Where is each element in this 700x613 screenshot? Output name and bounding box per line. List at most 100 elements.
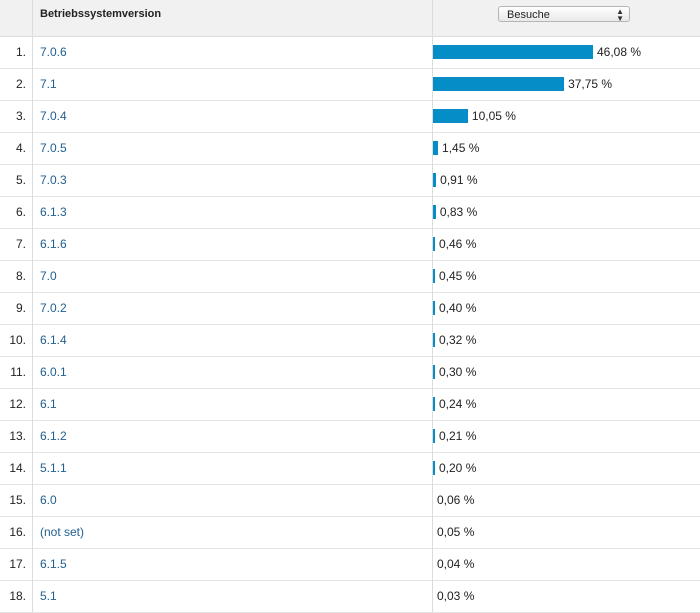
os-version-link[interactable]: 6.1.2	[40, 429, 67, 443]
table-row: 16. (not set) 0,05 %	[0, 517, 700, 549]
os-version-link[interactable]: 7.0.3	[40, 173, 67, 187]
visits-bar	[433, 109, 468, 123]
os-version-link[interactable]: 6.1.5	[40, 557, 67, 571]
bar-cell: 0,32 %	[433, 325, 700, 356]
column-divider	[432, 0, 433, 612]
os-version-link[interactable]: 6.0	[40, 493, 57, 507]
bar-cell: 0,20 %	[433, 453, 700, 484]
visits-bar	[433, 461, 435, 475]
visits-percent: 0,32 %	[439, 333, 477, 347]
table-body: 1. 7.0.6 46,08 % 2. 7.1 37,75 % 3. 7.0.4 10,05 %…	[0, 37, 700, 613]
row-index: 8.	[15, 269, 26, 283]
metric-select[interactable]: Besuche ▲ ▼	[498, 6, 630, 23]
bar-cell: 0,24 %	[433, 389, 700, 420]
visits-percent: 37,75 %	[568, 77, 613, 91]
row-index: 14.	[9, 461, 26, 475]
os-version-link[interactable]: 6.1	[40, 397, 57, 411]
table-row: 13. 6.1.2 0,21 %	[0, 421, 700, 453]
dimension-header: Betriebssystemversion	[40, 8, 162, 20]
row-index: 7.	[15, 237, 26, 251]
bar-cell: 10,05 %	[433, 101, 700, 132]
row-index: 5.	[15, 173, 26, 187]
row-index: 12.	[9, 397, 26, 411]
visits-percent: 0,03 %	[437, 589, 475, 603]
visits-bar	[433, 205, 436, 219]
row-index: 1.	[15, 45, 26, 59]
row-index: 17.	[9, 557, 26, 571]
row-index: 13.	[9, 429, 26, 443]
bar-cell: 46,08 %	[433, 37, 700, 68]
bar-cell: 0,05 %	[433, 517, 700, 548]
table-row: 1. 7.0.6 46,08 %	[0, 37, 700, 69]
bar-cell: 0,40 %	[433, 293, 700, 324]
table-row: 14. 5.1.1 0,20 %	[0, 453, 700, 485]
visits-percent: 0,05 %	[437, 525, 475, 539]
os-version-link[interactable]: 6.1.6	[40, 237, 67, 251]
visits-bar	[433, 301, 435, 315]
bar-cell: 37,75 %	[433, 69, 700, 100]
visits-bar	[433, 429, 435, 443]
bar-cell: 0,83 %	[433, 197, 700, 228]
visits-percent: 10,05 %	[471, 109, 516, 123]
os-version-link[interactable]: 7.0.4	[40, 109, 67, 123]
os-version-link[interactable]: 7.1	[40, 77, 57, 91]
visits-percent: 0,40 %	[439, 301, 477, 315]
table-row: 10. 6.1.4 0,32 %	[0, 325, 700, 357]
table-header: Betriebssystemversion Besuche ▲ ▼	[0, 0, 700, 37]
table-row: 18. 5.1 0,03 %	[0, 581, 700, 613]
table-row: 6. 6.1.3 0,83 %	[0, 197, 700, 229]
row-index: 4.	[15, 141, 26, 155]
visits-percent: 0,21 %	[439, 429, 477, 443]
table-row: 9. 7.0.2 0,40 %	[0, 293, 700, 325]
row-index: 2.	[15, 77, 26, 91]
os-version-link[interactable]: 7.0.6	[40, 45, 67, 59]
bar-cell: 0,21 %	[433, 421, 700, 452]
visits-bar	[433, 141, 438, 155]
bar-cell: 0,91 %	[433, 165, 700, 196]
os-version-link[interactable]: 5.1	[40, 589, 57, 603]
row-index: 18.	[9, 589, 26, 603]
visits-bar	[433, 269, 435, 283]
visits-percent: 0,46 %	[439, 237, 477, 251]
bar-cell: 0,30 %	[433, 357, 700, 388]
visits-percent: 0,45 %	[439, 269, 477, 283]
row-index: 3.	[15, 109, 26, 123]
bar-cell: 0,06 %	[433, 485, 700, 516]
table-row: 3. 7.0.4 10,05 %	[0, 101, 700, 133]
table-row: 12. 6.1 0,24 %	[0, 389, 700, 421]
updown-arrows-icon: ▲ ▼	[616, 7, 624, 23]
os-version-link[interactable]: 5.1.1	[40, 461, 67, 475]
table-row: 15. 6.0 0,06 %	[0, 485, 700, 517]
visits-bar	[433, 397, 435, 411]
os-version-link[interactable]: 6.1.3	[40, 205, 67, 219]
table-row: 4. 7.0.5 1,45 %	[0, 133, 700, 165]
row-index: 15.	[9, 493, 26, 507]
os-version-link[interactable]: 7.0.5	[40, 141, 67, 155]
visits-percent: 0,04 %	[437, 557, 475, 571]
visits-bar	[433, 333, 435, 347]
row-index: 9.	[15, 301, 26, 315]
table-row: 17. 6.1.5 0,04 %	[0, 549, 700, 581]
os-version-link[interactable]: (not set)	[40, 525, 85, 539]
visits-bar	[433, 173, 437, 187]
table-row: 5. 7.0.3 0,91 %	[0, 165, 700, 197]
visits-bar	[433, 237, 435, 251]
visits-percent: 0,91 %	[440, 173, 478, 187]
column-divider	[32, 0, 33, 612]
os-version-link[interactable]: 6.0.1	[40, 365, 67, 379]
row-index: 16.	[9, 525, 26, 539]
bar-cell: 0,04 %	[433, 549, 700, 580]
visits-percent: 0,06 %	[437, 493, 475, 507]
visits-bar	[433, 77, 565, 91]
bar-cell: 1,45 %	[433, 133, 700, 164]
os-version-link[interactable]: 7.0.2	[40, 301, 67, 315]
os-version-link[interactable]: 7.0	[40, 269, 57, 283]
visits-percent: 0,83 %	[439, 205, 478, 219]
table-row: 8. 7.0 0,45 %	[0, 261, 700, 293]
os-version-link[interactable]: 6.1.4	[40, 333, 67, 347]
visits-percent: 0,24 %	[439, 397, 477, 411]
row-index: 11.	[10, 365, 26, 379]
bar-cell: 0,45 %	[433, 261, 700, 292]
visits-percent: 1,45 %	[442, 141, 480, 155]
visits-percent: 46,08 %	[597, 45, 642, 59]
